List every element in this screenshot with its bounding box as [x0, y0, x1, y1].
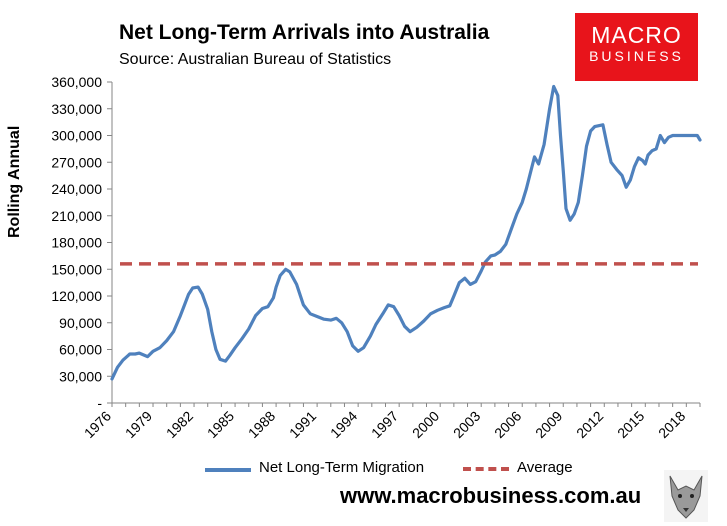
x-tick-label: 1982 [163, 408, 196, 441]
x-axis-ticks: 1976 1979 1982 1985 1988 1991 1994 1997 2000 2003… [81, 403, 701, 441]
x-tick-label: 1976 [81, 408, 114, 441]
wolf-mascot-icon [664, 470, 708, 522]
legend-label-migration: Net Long-Term Migration [259, 459, 425, 476]
y-tick-label: 150,000 [51, 261, 102, 277]
macrobusiness-logo: MACRO BUSINESS [575, 13, 698, 81]
legend-label-average: Average [517, 459, 573, 476]
y-tick-label: 180,000 [51, 235, 102, 251]
chart-subtitle: Source: Australian Bureau of Statistics [119, 51, 392, 68]
y-tick-label: 210,000 [51, 208, 102, 224]
legend-swatch-migration [205, 468, 251, 472]
x-tick-label: 1988 [245, 408, 278, 441]
x-tick-label: 1985 [204, 408, 237, 441]
chart-axes [111, 82, 700, 404]
y-tick-label: 270,000 [51, 154, 102, 170]
y-tick-label: - [97, 395, 102, 411]
y-tick-label: 90,000 [59, 315, 102, 331]
y-tick-label: 360,000 [51, 74, 102, 90]
y-axis-ticks: - 30,000 60,000 90,000 120,000 150,000 180,000… [51, 74, 112, 411]
x-tick-label: 2006 [491, 408, 524, 441]
y-tick-label: 240,000 [51, 181, 102, 197]
legend-swatch-average [463, 467, 509, 471]
x-tick-label: 1994 [327, 408, 360, 441]
x-tick-label: 2015 [614, 408, 647, 441]
x-tick-label: 2000 [409, 408, 442, 441]
x-tick-label: 2018 [655, 408, 688, 441]
logo-line1: MACRO [591, 22, 682, 48]
x-tick-label: 1991 [286, 408, 319, 441]
x-tick-label: 2003 [450, 408, 483, 441]
chart-title: Net Long-Term Arrivals into Australia [119, 21, 490, 44]
website-url: www.macrobusiness.com.au [340, 483, 642, 508]
series-line-net-migration [110, 84, 702, 381]
y-tick-label: 30,000 [59, 368, 102, 384]
y-tick-label: 330,000 [51, 101, 102, 117]
x-tick-label: 1979 [122, 408, 155, 441]
chart-series [110, 84, 702, 381]
logo-line2: BUSINESS [589, 48, 684, 64]
x-tick-label: 2012 [573, 408, 606, 441]
y-tick-label: 120,000 [51, 288, 102, 304]
x-tick-label: 1997 [368, 408, 401, 441]
x-tick-label: 2009 [532, 408, 565, 441]
y-tick-label: 60,000 [59, 342, 102, 358]
y-tick-label: 300,000 [51, 128, 102, 144]
